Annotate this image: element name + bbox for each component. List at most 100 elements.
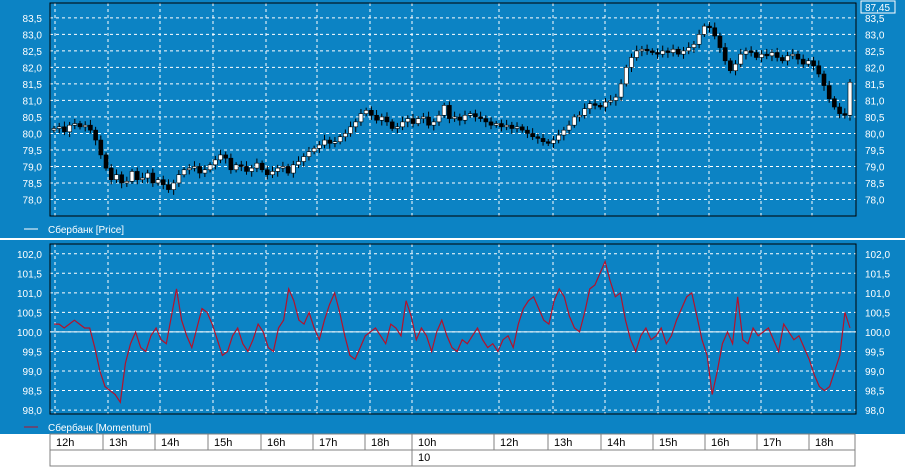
candle-121[interactable] [681,46,686,59]
candle-60[interactable] [363,107,369,117]
candle-17[interactable] [140,172,145,183]
candle-143[interactable] [795,50,801,65]
candle-153[interactable] [847,78,853,121]
candle-21[interactable] [160,175,166,190]
candle-45[interactable] [285,163,291,176]
candle-2[interactable] [62,121,67,136]
candle-14[interactable] [124,176,130,187]
candle-8[interactable] [93,126,98,146]
candle-93[interactable] [535,133,541,144]
candle-20[interactable] [155,177,161,186]
candle-75[interactable] [441,102,447,118]
candle-122[interactable] [686,42,692,55]
candle-94[interactable] [540,133,546,146]
candle-39[interactable] [254,158,260,173]
candle-130[interactable] [728,58,733,74]
candle-0[interactable] [51,125,57,133]
candle-36[interactable] [238,160,244,172]
candle-144[interactable] [800,54,806,69]
candle-103[interactable] [587,100,593,114]
candle-26[interactable] [186,164,192,175]
candle-10[interactable] [103,152,109,171]
candle-16[interactable] [134,167,140,185]
momentum-line[interactable] [54,259,851,404]
price-legend-label[interactable]: Сбербанк [Price] [48,224,124,236]
candle-11[interactable] [108,164,114,185]
candle-112[interactable] [634,45,639,61]
candle-149[interactable] [826,80,832,103]
candle-132[interactable] [738,48,744,68]
candle-42[interactable] [270,166,275,179]
candle-147[interactable] [816,60,822,78]
candle-48[interactable] [301,153,307,167]
candle-126[interactable] [707,22,712,33]
candle-85[interactable] [493,120,499,128]
candle-104[interactable] [592,99,598,110]
candle-136[interactable] [759,50,764,63]
candle-145[interactable] [806,58,811,67]
candle-6[interactable] [82,121,88,132]
candle-113[interactable] [639,45,645,57]
candle-44[interactable] [280,161,286,173]
candle-56[interactable] [343,129,348,142]
candle-52[interactable] [322,134,327,149]
candle-117[interactable] [660,45,666,58]
candle-123[interactable] [691,40,697,53]
candle-116[interactable] [655,48,660,59]
candle-54[interactable] [332,137,338,148]
candle-19[interactable] [150,168,156,187]
candle-47[interactable] [296,156,301,169]
candle-41[interactable] [265,165,270,180]
candle-138[interactable] [769,49,775,62]
candle-62[interactable] [374,109,379,124]
candle-137[interactable] [764,48,770,60]
candle-3[interactable] [67,121,72,138]
candle-23[interactable] [171,179,176,195]
candle-61[interactable] [369,106,374,120]
candle-43[interactable] [275,164,281,177]
candle-148[interactable] [821,70,827,91]
candle-80[interactable] [467,110,473,118]
candle-76[interactable] [447,101,452,124]
candle-102[interactable] [582,103,587,119]
candle-18[interactable] [145,169,150,184]
candle-142[interactable] [790,48,796,60]
candle-95[interactable] [545,139,551,146]
candle-73[interactable] [431,118,437,131]
candle-31[interactable] [212,155,218,170]
candle-1[interactable] [56,122,62,134]
candle-81[interactable] [473,109,478,122]
candle-70[interactable] [415,115,421,127]
candle-71[interactable] [421,112,426,124]
candle-33[interactable] [223,151,228,164]
candle-4[interactable] [72,118,78,130]
candle-110[interactable] [623,64,629,87]
candle-69[interactable] [410,113,416,128]
candle-125[interactable] [702,23,707,38]
candle-9[interactable] [98,135,104,159]
candle-87[interactable] [504,119,509,131]
candle-120[interactable] [676,46,681,57]
candle-83[interactable] [483,115,489,128]
candle-7[interactable] [88,119,93,134]
candle-53[interactable] [327,136,333,149]
candle-89[interactable] [514,122,520,133]
candle-35[interactable] [233,162,239,173]
price-candles[interactable] [51,22,853,195]
candle-64[interactable] [384,112,390,126]
candle-49[interactable] [306,146,312,161]
candle-115[interactable] [650,48,655,56]
candle-151[interactable] [837,103,842,119]
candle-68[interactable] [405,115,411,128]
candle-25[interactable] [181,167,187,178]
candle-30[interactable] [207,162,213,173]
candle-57[interactable] [348,121,353,137]
candle-22[interactable] [166,179,171,193]
candle-114[interactable] [644,44,650,55]
candle-101[interactable] [577,111,582,122]
candle-29[interactable] [202,165,208,178]
candle-65[interactable] [389,119,395,132]
candle-118[interactable] [665,47,671,58]
candle-97[interactable] [556,129,561,144]
candle-34[interactable] [228,153,234,174]
